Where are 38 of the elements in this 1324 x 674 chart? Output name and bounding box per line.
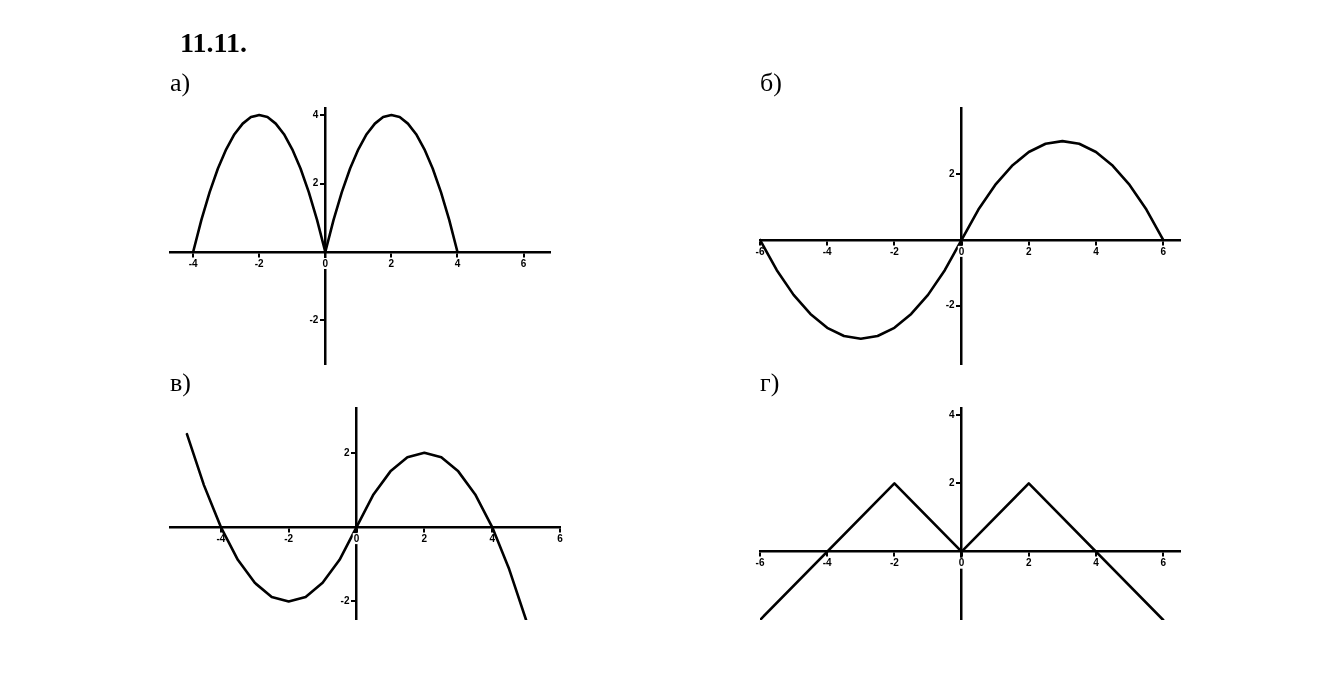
chart-title: б): [760, 68, 782, 98]
x-tick-label: 2: [388, 257, 395, 269]
text: 11.11.: [180, 27, 247, 59]
x-tick-label: -2: [284, 532, 294, 544]
y-tick-label: 2: [949, 477, 956, 489]
x-tick-label: 4: [1093, 245, 1100, 257]
y-tick-label: -2: [945, 299, 956, 311]
x-tick-label: -2: [254, 257, 265, 269]
x-tick-label: -6: [755, 557, 765, 569]
y-tick-label: 4: [949, 408, 956, 420]
chart-title: в): [170, 368, 191, 398]
y-tick-label: 2: [949, 167, 956, 179]
x-tick-label: -4: [822, 557, 833, 569]
x-tick-label: 4: [454, 257, 461, 269]
x-tick-label: 6: [557, 532, 564, 544]
x-tick-label: 2: [421, 532, 428, 544]
x-tick-label: -6: [755, 245, 765, 257]
x-tick-label: 6: [1160, 245, 1167, 257]
x-tick-label: 0: [322, 257, 329, 269]
x-tick-label: 0: [958, 557, 965, 569]
chart-title: а): [170, 68, 191, 98]
x-tick-label: 0: [958, 245, 965, 257]
x-tick-label: 2: [1026, 245, 1033, 257]
x-tick-label: -2: [889, 557, 900, 569]
y-tick-label: 2: [312, 177, 319, 189]
x-tick-label: -4: [188, 257, 199, 269]
y-tick-label: 4: [312, 108, 319, 120]
x-tick-label: 6: [520, 257, 527, 269]
x-tick-label: 6: [1160, 557, 1167, 569]
x-tick-label: -2: [889, 245, 900, 257]
x-tick-label: -4: [822, 245, 833, 257]
x-tick-label: 2: [1026, 557, 1033, 569]
x-tick-label: 4: [1093, 557, 1100, 569]
x-tick-label: -4: [216, 532, 226, 544]
y-tick-label: -2: [309, 314, 319, 326]
x-tick-label: 0: [353, 532, 360, 544]
x-tick-label: 4: [489, 532, 496, 544]
chart-title: г): [760, 368, 780, 398]
